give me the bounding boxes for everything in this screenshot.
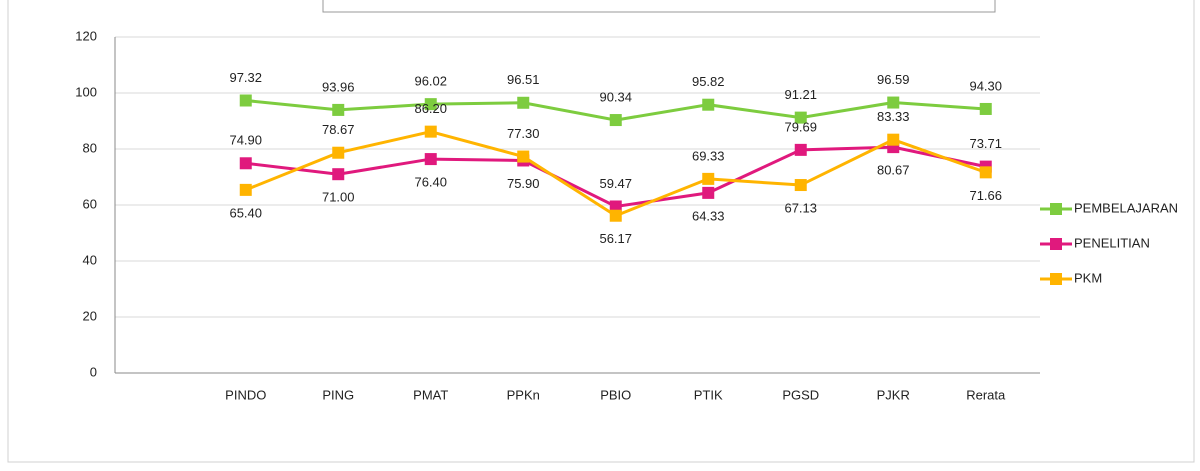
data-label: 95.82 <box>692 74 725 89</box>
y-tick-label: 80 <box>83 140 97 155</box>
data-label: 56.17 <box>599 231 632 246</box>
marker <box>609 114 622 127</box>
y-tick-label: 40 <box>83 252 97 267</box>
marker <box>332 103 345 116</box>
data-label: 80.67 <box>877 163 910 178</box>
data-label: 97.32 <box>229 70 262 85</box>
legend-marker <box>1050 203 1062 215</box>
y-tick-label: 100 <box>75 84 97 99</box>
x-tick-label: Rerata <box>966 387 1006 402</box>
x-tick-label: PING <box>322 387 354 402</box>
data-label: 67.13 <box>784 200 817 215</box>
data-label: 94.30 <box>969 78 1002 93</box>
data-label: 96.59 <box>877 72 910 87</box>
marker <box>239 94 252 107</box>
marker <box>887 133 900 146</box>
x-tick-label: PINDO <box>225 387 266 402</box>
data-label: 73.71 <box>969 136 1002 151</box>
data-label: 69.33 <box>692 148 725 163</box>
data-label: 76.40 <box>414 175 447 190</box>
data-label: 77.30 <box>507 126 540 141</box>
data-label: 93.96 <box>322 79 355 94</box>
marker <box>702 186 715 199</box>
data-label: 71.00 <box>322 190 355 205</box>
marker <box>332 168 345 181</box>
marker <box>424 125 437 138</box>
data-label: 64.33 <box>692 208 725 223</box>
marker <box>702 172 715 185</box>
data-label: 75.90 <box>507 176 540 191</box>
marker <box>794 179 807 192</box>
marker <box>794 143 807 156</box>
marker <box>424 153 437 166</box>
x-tick-label: PJKR <box>877 387 910 402</box>
legend-label: PEMBELAJARAN <box>1074 200 1178 215</box>
legend-label: PKM <box>1074 270 1102 285</box>
data-label: 83.33 <box>877 109 910 124</box>
marker <box>702 98 715 111</box>
data-label: 96.51 <box>507 72 540 87</box>
marker <box>979 166 992 179</box>
legend-label: PENELITIAN <box>1074 235 1150 250</box>
x-tick-label: PTIK <box>694 387 723 402</box>
y-tick-label: 0 <box>90 364 97 379</box>
marker <box>887 96 900 109</box>
data-label: 86.20 <box>414 101 447 116</box>
marker <box>517 150 530 163</box>
data-label: 65.40 <box>229 205 262 220</box>
legend-marker <box>1050 238 1062 250</box>
marker <box>239 183 252 196</box>
data-label: 91.21 <box>784 87 817 102</box>
data-label: 74.90 <box>229 133 262 148</box>
data-label: 71.66 <box>969 188 1002 203</box>
y-tick-label: 120 <box>75 28 97 43</box>
data-label: 59.47 <box>599 176 632 191</box>
legend-marker <box>1050 273 1062 285</box>
y-tick-label: 60 <box>83 196 97 211</box>
marker <box>424 98 437 111</box>
data-label: 79.69 <box>784 119 817 134</box>
marker <box>239 157 252 170</box>
data-label: 78.67 <box>322 122 355 137</box>
data-label: 90.34 <box>599 89 632 104</box>
title-box <box>322 0 996 13</box>
x-tick-label: PGSD <box>782 387 819 402</box>
marker <box>517 96 530 109</box>
x-tick-label: PMAT <box>413 387 448 402</box>
marker <box>332 146 345 159</box>
y-tick-label: 20 <box>83 308 97 323</box>
marker <box>979 102 992 115</box>
x-tick-label: PBIO <box>600 387 631 402</box>
marker <box>794 111 807 124</box>
marker <box>609 209 622 222</box>
chart-frame <box>7 0 1195 463</box>
x-tick-label: PPKn <box>507 387 540 402</box>
marker <box>609 200 622 213</box>
data-label: 96.02 <box>414 74 447 89</box>
